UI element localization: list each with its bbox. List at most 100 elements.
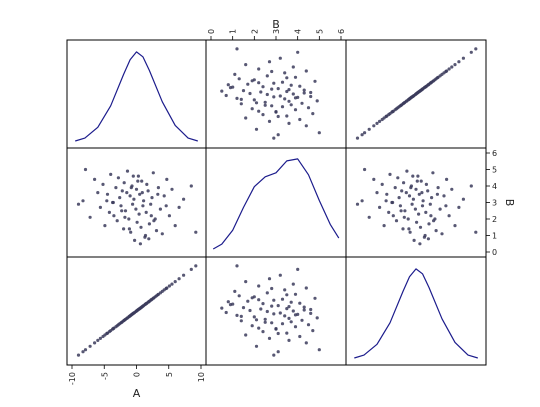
scatter-point <box>246 82 250 86</box>
scatter-point <box>103 224 107 228</box>
scatter-point <box>143 302 148 306</box>
scatter-point <box>244 280 248 284</box>
scatter-point <box>429 81 433 85</box>
scatter-point <box>122 181 126 185</box>
scatter-point <box>156 192 160 196</box>
scatter-point <box>137 212 141 216</box>
scatter-point <box>378 119 382 123</box>
axis-title-B-top: B <box>272 18 280 31</box>
tick-label-B-top: 6 <box>337 29 346 34</box>
scatter-point <box>257 67 261 71</box>
scatter-point <box>317 131 321 135</box>
scatter-point <box>263 320 267 324</box>
scatter-point <box>280 105 285 109</box>
scatter-point <box>138 192 142 196</box>
scatter-point <box>474 230 478 234</box>
scatter-point <box>278 94 282 98</box>
scatter-point <box>111 327 115 331</box>
axis-title-A: A <box>133 387 141 400</box>
scatter-point <box>145 182 149 186</box>
scatter-point <box>118 196 122 200</box>
scatter-point <box>407 194 412 198</box>
scatter-point <box>170 187 174 191</box>
scatter-point <box>289 300 293 304</box>
scatter-point <box>393 186 397 190</box>
scatter-point <box>304 124 308 128</box>
scatter-point <box>391 200 395 205</box>
scatter-point <box>189 267 193 271</box>
scatter-point <box>426 189 430 193</box>
scatter-point <box>263 103 267 107</box>
scatter-point <box>120 209 124 213</box>
scatter-point <box>194 230 198 234</box>
tick-label-B-top: 3 <box>272 29 281 34</box>
scatter-point <box>372 177 376 181</box>
tick-label-A: 0 <box>133 372 142 377</box>
scatter-point <box>263 317 267 321</box>
scatter-point <box>306 106 311 110</box>
scatter-point <box>398 204 402 208</box>
scatter-point <box>355 202 360 206</box>
scatter-point <box>131 174 135 178</box>
scatter-point <box>413 207 417 211</box>
scatter-point <box>114 186 118 190</box>
scatter-point <box>144 210 148 214</box>
scatter-point <box>378 205 382 209</box>
axis-title-B-right: B <box>503 199 516 207</box>
scatter-point <box>127 227 131 231</box>
scatter-point <box>152 296 156 300</box>
scatter-point <box>302 88 306 92</box>
scatter-point <box>147 300 151 304</box>
scatter-point <box>177 277 181 281</box>
scatter-point <box>450 65 454 69</box>
scatter-point <box>254 101 259 105</box>
scatter-point <box>220 89 224 93</box>
scatter-point <box>280 322 285 326</box>
scatter-point <box>83 167 88 172</box>
scatter-point <box>287 88 291 92</box>
scatter-point <box>296 50 300 54</box>
scatter-point <box>140 191 144 195</box>
scatter-point <box>272 81 276 85</box>
scatter-point <box>116 176 120 180</box>
scatter-point <box>274 327 278 331</box>
scatter-point <box>261 330 265 334</box>
scatter-point <box>287 338 291 342</box>
scatter-point <box>265 291 269 295</box>
scatter-point <box>231 302 235 306</box>
scatter-point <box>170 282 174 286</box>
scatter-point <box>287 316 291 320</box>
scatter-point <box>416 174 420 178</box>
scatter-point <box>128 194 132 198</box>
scatter-point <box>254 318 259 322</box>
scatter-point <box>129 313 133 317</box>
scatter-point <box>105 331 109 336</box>
scatter-point <box>143 233 148 238</box>
tick-label-B-top: 5 <box>315 29 324 34</box>
scatter-point <box>285 293 289 297</box>
scatter-point <box>154 229 159 233</box>
scatter-point <box>293 292 298 296</box>
scatter-point <box>257 298 261 302</box>
tick-label-B-right: 6 <box>492 149 497 158</box>
scatter-point <box>139 225 143 229</box>
scatter-point <box>246 299 250 303</box>
scatter-point <box>224 93 228 98</box>
scatter-point <box>250 324 254 328</box>
scatter-point <box>430 196 434 200</box>
tick-label-B-right: 1 <box>492 232 497 241</box>
scatter-point <box>276 350 280 354</box>
scatter-point <box>115 219 119 223</box>
scatter-point <box>417 212 421 216</box>
scatter-point <box>96 191 100 195</box>
scatter-point <box>453 224 457 228</box>
scatter-point <box>252 315 256 319</box>
scatter-point <box>76 202 81 206</box>
scatter-point <box>138 306 142 310</box>
scatter-point <box>431 171 435 175</box>
scatter-point <box>272 136 276 140</box>
scatter-point <box>302 91 306 95</box>
scatter-point <box>167 214 171 218</box>
scatter-point <box>309 311 313 315</box>
cell-frame <box>345 256 487 366</box>
